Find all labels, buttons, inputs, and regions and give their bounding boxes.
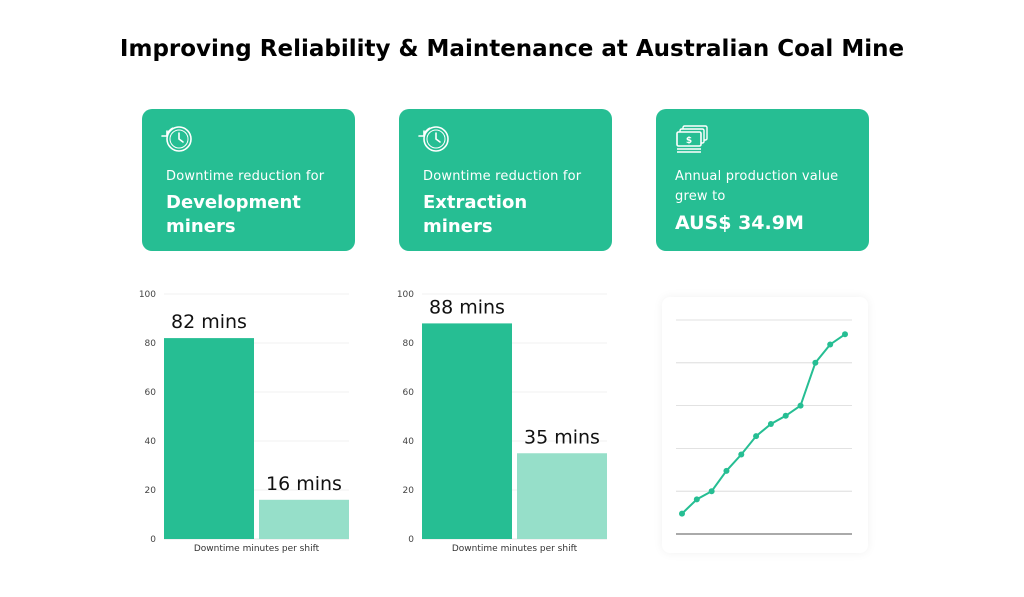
card-caption-line: grew to xyxy=(675,189,726,204)
card-caption: Downtime reduction for xyxy=(423,169,582,184)
card-value: AUS$ 34.9M xyxy=(675,212,804,234)
data-point xyxy=(827,341,834,348)
clock-rewind-icon xyxy=(161,126,192,152)
data-point xyxy=(767,420,774,427)
bar-data-label: 82 mins xyxy=(171,311,247,333)
data-point xyxy=(679,510,685,517)
card-value: Development miners xyxy=(166,191,345,239)
bar xyxy=(517,453,607,539)
svg-text:$: $ xyxy=(686,136,692,146)
data-point xyxy=(797,402,804,409)
bar-chart-extraction: 0 20 40 60 80 100 88 mins 35 mins Downtime minut… xyxy=(397,290,607,554)
y-tick-label: 0 xyxy=(408,535,414,545)
y-tick-label: 60 xyxy=(145,388,157,398)
x-axis-label: Downtime minutes per shift xyxy=(194,544,320,554)
y-tick-label: 100 xyxy=(139,290,156,300)
data-point xyxy=(738,451,745,458)
card-caption-line: Annual production value xyxy=(675,169,839,184)
bar xyxy=(259,499,349,539)
data-point xyxy=(782,412,789,419)
y-tick-label: 40 xyxy=(403,437,415,447)
clock-rewind-icon xyxy=(418,126,449,152)
bar-data-label: 88 mins xyxy=(429,296,505,318)
y-tick-label: 20 xyxy=(145,486,157,496)
bar xyxy=(422,323,512,539)
data-point xyxy=(812,359,819,366)
bar xyxy=(164,338,254,539)
y-tick-label: 80 xyxy=(403,339,415,349)
data-point xyxy=(753,433,760,440)
card-value-line: miners xyxy=(423,216,493,237)
money-stack-icon: $ xyxy=(676,125,708,153)
stat-card-extraction: Downtime reduction for Extraction miners xyxy=(399,109,612,251)
y-tick-label: 40 xyxy=(145,437,157,447)
card-caption: Annual production value grew to xyxy=(675,167,855,207)
page-title: Improving Reliability & Maintenance at A… xyxy=(119,36,905,62)
stat-card-development: Downtime reduction for Development miner… xyxy=(142,109,355,251)
card-value-line: Development xyxy=(166,192,301,213)
bar-data-label: 35 mins xyxy=(524,426,600,448)
bar-chart-development: 0 20 40 60 80 100 82 mins 16 mins Downtime minut… xyxy=(139,290,349,554)
data-point xyxy=(842,331,848,338)
y-tick-label: 0 xyxy=(150,535,156,545)
line-chart-production xyxy=(676,319,852,535)
x-axis-label: Downtime minutes per shift xyxy=(452,544,578,554)
y-tick-label: 80 xyxy=(145,339,157,349)
card-value-line: miners xyxy=(166,216,236,237)
card-caption: Downtime reduction for xyxy=(166,169,325,184)
y-tick-label: 100 xyxy=(397,290,414,300)
data-point xyxy=(693,496,700,503)
line-chart-card xyxy=(662,297,868,553)
card-value: Extraction miners xyxy=(423,191,602,239)
y-tick-label: 20 xyxy=(403,486,415,496)
bar-data-label: 16 mins xyxy=(266,473,342,495)
series-line xyxy=(681,333,846,515)
data-point xyxy=(708,488,715,495)
data-point xyxy=(723,467,730,474)
y-tick-label: 60 xyxy=(403,388,415,398)
card-value-line: Extraction xyxy=(423,192,528,213)
stat-card-production-value: $ Annual production value grew to AUS$ 3… xyxy=(656,109,869,251)
